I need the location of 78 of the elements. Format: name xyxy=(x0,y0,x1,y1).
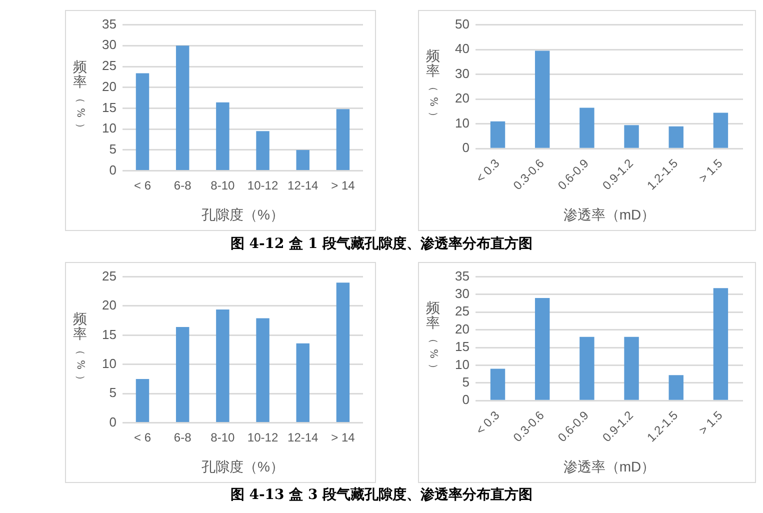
x-tick-label: 10-12 xyxy=(247,430,278,444)
y-axis-title: 频率（%） xyxy=(426,300,440,374)
x-tick-label: 6-8 xyxy=(174,178,192,192)
x-axis-title: 渗透率（mD） xyxy=(563,458,656,474)
y-tick-label: 10 xyxy=(102,120,116,136)
bar xyxy=(580,108,594,148)
x-tick-label: < 6 xyxy=(134,430,152,444)
x-tick-label: > 14 xyxy=(331,430,356,444)
y-tick-label: 5 xyxy=(109,385,116,400)
x-tick-label: 10-12 xyxy=(247,178,278,192)
bar xyxy=(136,379,150,422)
bar xyxy=(336,282,350,422)
y-axis-title: 频率（%） xyxy=(73,59,87,133)
y-tick-label: 25 xyxy=(454,304,470,319)
bar xyxy=(296,343,310,422)
y-tick-label: 35 xyxy=(102,16,116,32)
y-tick-label: 35 xyxy=(454,268,470,284)
bar xyxy=(624,336,639,400)
y-tick-label: 15 xyxy=(102,100,116,115)
y-tick-label: 10 xyxy=(454,356,470,372)
bar xyxy=(136,73,150,170)
x-tick-label: > 1.5 xyxy=(696,156,726,186)
y-tick-label: 0 xyxy=(109,414,116,430)
bar xyxy=(713,112,728,148)
bar xyxy=(176,327,190,422)
bar xyxy=(668,375,684,400)
x-tick-label: 6-8 xyxy=(174,430,192,444)
bar xyxy=(176,46,190,170)
y-tick-label: 25 xyxy=(102,58,116,74)
y-tick-label: 40 xyxy=(454,41,470,56)
y-axis-title: 频率（%） xyxy=(426,48,440,122)
bar xyxy=(490,368,506,400)
x-tick-label: 8-10 xyxy=(210,430,236,444)
x-axis-title: 渗透率（mD） xyxy=(563,206,656,222)
bar xyxy=(534,298,550,400)
x-tick-label: < 6 xyxy=(134,178,152,192)
y-tick-label: 30 xyxy=(454,286,470,302)
x-tick-label: < 0.3 xyxy=(473,156,502,186)
y-tick-label: 5 xyxy=(109,142,116,157)
y-tick-label: 10 xyxy=(454,115,470,130)
x-tick-label: 8-10 xyxy=(210,178,236,192)
bar xyxy=(490,121,506,148)
caption: 图 4-12 盒 1 段气藏孔隙度、渗透率分布直方图 xyxy=(229,235,534,253)
y-tick-label: 20 xyxy=(102,298,116,313)
bar xyxy=(580,336,594,400)
y-tick-label: 15 xyxy=(102,326,116,342)
y-tick-label: 0 xyxy=(462,392,470,408)
y-tick-label: 10 xyxy=(102,356,116,371)
y-axis-title: 频率（%） xyxy=(73,311,87,385)
x-tick-label: > 1.5 xyxy=(696,408,726,438)
bar xyxy=(336,109,350,170)
y-tick-label: 20 xyxy=(454,90,470,106)
x-axis-title: 孔隙度（%） xyxy=(202,206,284,222)
y-tick-label: 0 xyxy=(109,162,116,178)
y-tick-label: 30 xyxy=(102,37,116,52)
y-tick-label: 20 xyxy=(102,78,116,94)
y-tick-label: 50 xyxy=(454,16,470,32)
bar xyxy=(256,131,270,170)
bar xyxy=(713,288,728,400)
y-tick-label: 0 xyxy=(462,140,470,156)
bar xyxy=(668,126,684,148)
bar xyxy=(216,310,230,422)
y-tick-label: 30 xyxy=(454,66,470,81)
y-tick-label: 5 xyxy=(462,374,470,390)
bar xyxy=(216,102,230,170)
bar xyxy=(256,318,270,422)
bar xyxy=(296,150,310,170)
x-tick-label: 12-14 xyxy=(288,430,319,444)
caption: 图 4-13 盒 3 段气藏孔隙度、渗透率分布直方图 xyxy=(229,486,534,504)
y-tick-label: 25 xyxy=(102,268,116,284)
x-tick-label: 12-14 xyxy=(288,178,319,192)
bar xyxy=(534,50,550,148)
y-tick-label: 15 xyxy=(454,339,470,354)
x-tick-label: < 0.3 xyxy=(473,408,502,438)
x-tick-label: > 14 xyxy=(331,178,356,192)
bar xyxy=(624,125,639,148)
x-axis-title: 孔隙度（%） xyxy=(202,458,284,474)
y-tick-label: 20 xyxy=(454,321,470,336)
